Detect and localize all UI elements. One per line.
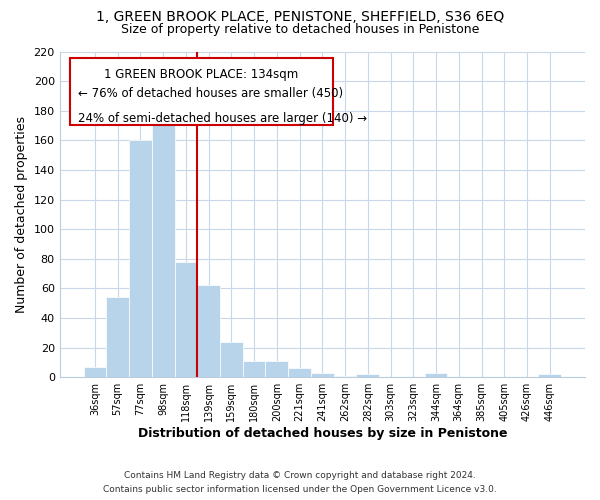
Bar bbox=[129, 140, 152, 377]
Text: 1, GREEN BROOK PLACE, PENISTONE, SHEFFIELD, S36 6EQ: 1, GREEN BROOK PLACE, PENISTONE, SHEFFIE… bbox=[96, 10, 504, 24]
Bar bbox=[538, 374, 561, 377]
Text: 1 GREEN BROOK PLACE: 134sqm: 1 GREEN BROOK PLACE: 134sqm bbox=[104, 68, 299, 81]
Text: ← 76% of detached houses are smaller (450): ← 76% of detached houses are smaller (45… bbox=[78, 88, 343, 101]
Bar bbox=[83, 367, 106, 377]
X-axis label: Distribution of detached houses by size in Penistone: Distribution of detached houses by size … bbox=[137, 427, 507, 440]
Bar bbox=[152, 118, 175, 377]
Bar bbox=[265, 361, 288, 377]
Text: Size of property relative to detached houses in Penistone: Size of property relative to detached ho… bbox=[121, 22, 479, 36]
Bar bbox=[356, 374, 379, 377]
FancyBboxPatch shape bbox=[70, 58, 333, 125]
Bar bbox=[425, 373, 448, 377]
Bar bbox=[197, 286, 220, 377]
Text: Contains HM Land Registry data © Crown copyright and database right 2024.
Contai: Contains HM Land Registry data © Crown c… bbox=[103, 472, 497, 494]
Bar bbox=[175, 262, 197, 377]
Y-axis label: Number of detached properties: Number of detached properties bbox=[15, 116, 28, 313]
Bar bbox=[106, 298, 129, 377]
Bar bbox=[311, 373, 334, 377]
Bar bbox=[220, 342, 243, 377]
Bar bbox=[243, 361, 265, 377]
Text: 24% of semi-detached houses are larger (140) →: 24% of semi-detached houses are larger (… bbox=[78, 112, 367, 125]
Bar bbox=[334, 376, 356, 377]
Bar bbox=[288, 368, 311, 377]
